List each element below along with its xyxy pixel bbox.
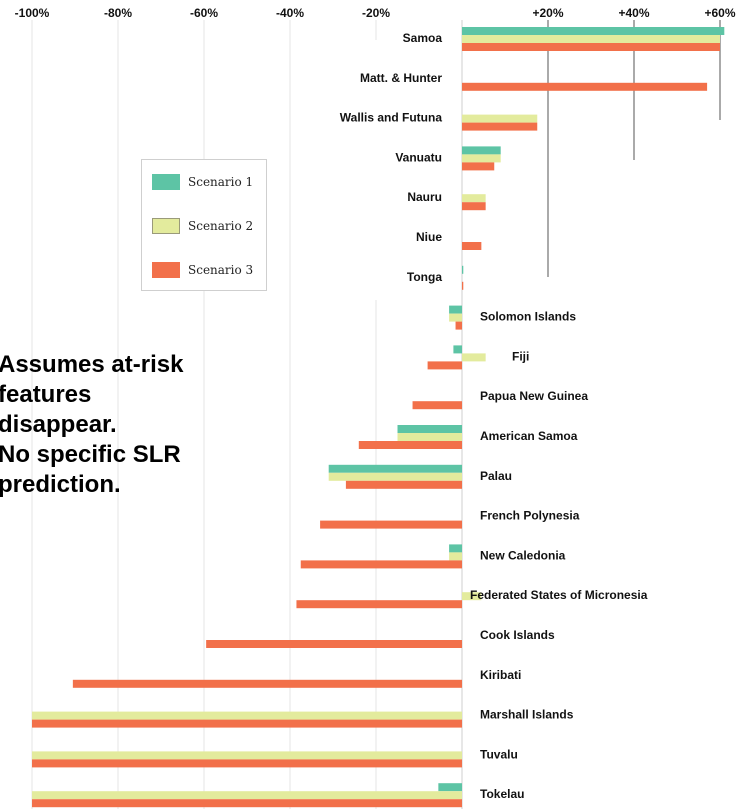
bar <box>462 154 501 163</box>
bar <box>449 313 462 322</box>
note-line: features <box>0 381 92 408</box>
x-tick-label: +20% <box>532 6 563 20</box>
bar <box>328 472 462 481</box>
bar <box>32 759 462 768</box>
x-tick-labels: -100% -80% -60% -40% -20% +20% +40% +60% <box>15 6 736 20</box>
category-label: Papua New Guinea <box>480 389 588 403</box>
category-label: Niue <box>416 230 442 244</box>
x-tick-label: -20% <box>362 6 390 20</box>
category-label: Matt. & Hunter <box>360 71 442 85</box>
bar <box>449 544 462 553</box>
bar <box>397 425 462 433</box>
bar <box>32 799 462 808</box>
bar <box>462 146 501 155</box>
legend-swatch-scenario-2 <box>152 218 180 234</box>
legend-label-scenario-3: Scenario 3 <box>188 263 254 277</box>
bar <box>358 441 462 449</box>
legend-item-scenario-2: Scenario 2 <box>152 218 253 234</box>
category-label: Tonga <box>407 270 442 284</box>
category-label: Cook Islands <box>480 628 555 642</box>
bar <box>462 281 464 290</box>
bar <box>427 361 462 370</box>
legend: Scenario 1 Scenario 2 Scenario 3 <box>141 159 267 291</box>
category-label: Wallis and Futuna <box>340 111 443 125</box>
bar <box>328 464 462 473</box>
bar <box>412 401 462 410</box>
bar <box>462 202 486 211</box>
bar <box>32 711 462 720</box>
legend-swatch-scenario-1 <box>152 174 180 190</box>
bar <box>449 552 462 561</box>
bar <box>462 43 720 51</box>
x-tick-label: -40% <box>276 6 304 20</box>
bar <box>72 679 462 688</box>
bar <box>438 783 462 792</box>
category-label: Palau <box>480 469 512 483</box>
bar <box>462 242 482 250</box>
bar <box>462 592 482 601</box>
category-label: Solomon Islands <box>480 310 576 324</box>
bar <box>455 321 462 330</box>
category-label: Kiribati <box>480 668 521 682</box>
legend-swatch-scenario-3 <box>152 262 180 278</box>
category-label: Federated States of Micronesia <box>470 588 648 602</box>
x-tick-label: +60% <box>704 6 735 20</box>
category-label: Nauru <box>407 190 442 204</box>
bar <box>453 345 462 354</box>
category-label: New Caledonia <box>480 548 566 562</box>
category-label: Fiji <box>512 349 529 363</box>
bar <box>462 122 538 131</box>
legend-label-scenario-1: Scenario 1 <box>188 175 254 189</box>
x-tick-label: -80% <box>104 6 132 20</box>
category-label: French Polynesia <box>480 509 580 523</box>
gridlines <box>31 20 721 809</box>
bar <box>462 82 708 91</box>
bar <box>462 265 464 274</box>
legend-label-scenario-2: Scenario 2 <box>188 219 254 233</box>
bar <box>462 162 495 171</box>
bar <box>462 27 725 35</box>
bar <box>397 433 462 441</box>
category-label: Samoa <box>403 31 443 45</box>
note-line: prediction. <box>0 471 121 498</box>
legend-item-scenario-3: Scenario 3 <box>152 262 253 278</box>
assumption-note: Assumes at-risk features disappear. No s… <box>0 350 238 500</box>
note-line: No specific SLR <box>0 441 181 468</box>
bar <box>206 640 462 648</box>
category-label: Marshall Islands <box>480 708 574 722</box>
bar <box>296 600 462 609</box>
x-tick-label: -100% <box>15 6 50 20</box>
category-label: Vanuatu <box>395 150 442 164</box>
category-label: Tokelau <box>480 787 524 801</box>
bar <box>32 791 462 800</box>
bar <box>300 560 462 569</box>
category-label: American Samoa <box>480 429 578 443</box>
bar <box>449 305 462 314</box>
note-line: disappear. <box>0 411 117 438</box>
bar <box>320 520 462 529</box>
bar <box>32 751 462 760</box>
category-label: Tuvalu <box>480 747 518 761</box>
legend-item-scenario-1: Scenario 1 <box>152 174 253 190</box>
x-tick-label: +40% <box>618 6 649 20</box>
bar <box>462 194 486 203</box>
note-line: Assumes at-risk <box>0 351 184 378</box>
bar <box>462 35 720 43</box>
bar <box>345 480 462 489</box>
x-tick-label: -60% <box>190 6 218 20</box>
bar <box>462 353 486 362</box>
bar <box>462 114 538 123</box>
category-labels: Samoa Matt. & Hunter Wallis and Futuna Vanu… <box>340 31 648 801</box>
bars <box>32 27 725 808</box>
bar <box>32 719 462 728</box>
